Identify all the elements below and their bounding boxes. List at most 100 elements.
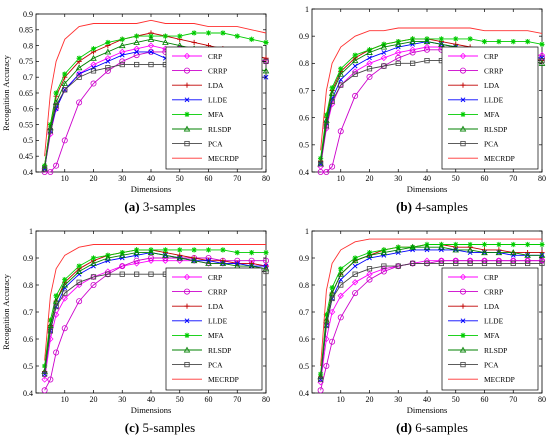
x-tick-label: 50 bbox=[452, 174, 460, 183]
legend-marker-triangle-icon bbox=[183, 125, 191, 132]
legend-label-pca: PCA bbox=[484, 139, 499, 148]
caption-letter: (b) bbox=[396, 199, 412, 214]
data-point-crrp bbox=[329, 338, 336, 345]
data-point-pca bbox=[410, 260, 416, 267]
x-tick-label: 20 bbox=[90, 395, 98, 404]
data-point-pca bbox=[119, 61, 125, 68]
data-point-pca bbox=[53, 103, 59, 109]
x-tick-label: 50 bbox=[452, 395, 460, 404]
legend-marker-x-icon bbox=[460, 318, 466, 324]
legend-label-lda: LDA bbox=[208, 302, 224, 311]
legend-label-mecrdp: MECRDP bbox=[208, 154, 239, 163]
data-point-rlsdp bbox=[394, 246, 402, 253]
data-point-llde bbox=[352, 263, 358, 269]
y-tick-label: 0.5 bbox=[299, 141, 309, 150]
data-point-rlsdp bbox=[509, 249, 517, 256]
data-point-mfa bbox=[467, 36, 473, 42]
x-tick-label: 80 bbox=[538, 174, 546, 183]
x-tick-label: 30 bbox=[118, 395, 126, 404]
data-point-mfa bbox=[205, 30, 212, 36]
data-point-rlsdp bbox=[438, 40, 445, 47]
legend-label-llde: LLDE bbox=[484, 96, 504, 105]
legend-marker-plus-icon bbox=[460, 303, 466, 309]
data-point-rlsdp bbox=[190, 257, 198, 264]
y-tick-label: 0.5 bbox=[299, 362, 309, 371]
x-tick-label: 10 bbox=[61, 395, 69, 404]
legend-label-lda: LDA bbox=[208, 81, 224, 90]
y-tick-label: 1 bbox=[305, 5, 309, 14]
series-line-rlsdp bbox=[320, 246, 542, 377]
legend-marker-star-icon bbox=[460, 332, 466, 338]
data-point-mfa bbox=[496, 241, 502, 248]
data-point-mfa bbox=[481, 39, 488, 45]
y-tick-label: 0.6 bbox=[299, 335, 309, 344]
data-point-rlsdp bbox=[366, 251, 373, 258]
y-tick-label: 0.5 bbox=[23, 136, 33, 145]
data-point-pca bbox=[148, 61, 154, 68]
data-point-crp bbox=[366, 60, 373, 67]
legend: CRP CRRP LDA LLDE MFA RLSDP PCA MECRDP bbox=[165, 46, 263, 170]
data-point-rlsdp bbox=[466, 246, 474, 253]
data-point-pca bbox=[338, 282, 344, 288]
data-point-mfa bbox=[318, 155, 324, 162]
data-point-rlsdp bbox=[328, 289, 336, 296]
y-tick-label: 0.45 bbox=[19, 152, 33, 161]
data-point-crrp bbox=[90, 281, 97, 288]
data-point-crrp bbox=[47, 376, 54, 383]
legend-marker-triangle-icon bbox=[183, 346, 191, 353]
data-point-crrp bbox=[337, 314, 344, 321]
legend-marker-x-icon bbox=[460, 97, 466, 103]
caption-letter: (d) bbox=[396, 420, 412, 435]
data-point-mfa bbox=[220, 30, 226, 36]
data-point-mfa bbox=[90, 255, 97, 261]
data-point-pca bbox=[381, 63, 387, 69]
y-tick-label: 0.8 bbox=[23, 41, 33, 50]
data-point-crrp bbox=[317, 387, 324, 394]
legend-marker-diamond-icon bbox=[459, 273, 467, 281]
data-point-llde bbox=[424, 247, 430, 253]
data-point-mfa bbox=[47, 317, 53, 323]
data-point-crrp bbox=[380, 268, 387, 275]
legend: CRP CRRP LDA LLDE MFA RLSDP PCA MECRDP bbox=[441, 267, 539, 391]
data-point-pca bbox=[366, 266, 373, 272]
caption-letter: (c) bbox=[125, 420, 139, 435]
y-tick-label: 0.85 bbox=[19, 26, 33, 35]
data-point-pca bbox=[366, 66, 373, 72]
data-point-crrp bbox=[53, 162, 60, 169]
y-tick-label: 0.9 bbox=[299, 254, 309, 263]
data-point-pca bbox=[263, 268, 269, 275]
data-point-pca bbox=[525, 260, 531, 267]
data-point-rlsdp bbox=[90, 259, 97, 266]
data-point-rlsdp bbox=[90, 54, 97, 61]
data-point-rlsdp bbox=[337, 270, 345, 277]
caption-text: 6-samples bbox=[412, 420, 468, 435]
data-point-crrp bbox=[119, 263, 126, 270]
legend-marker-plus-icon bbox=[460, 82, 466, 88]
data-point-rlsdp bbox=[61, 80, 69, 86]
data-point-crp bbox=[337, 292, 344, 299]
data-point-pca bbox=[76, 279, 82, 285]
data-point-mfa bbox=[42, 363, 48, 369]
data-point-mfa bbox=[234, 250, 240, 256]
data-point-mfa bbox=[329, 285, 335, 291]
data-point-pca bbox=[323, 123, 329, 129]
data-point-crrp bbox=[409, 49, 416, 56]
data-point-rlsdp bbox=[262, 67, 270, 74]
data-point-llde bbox=[105, 59, 111, 64]
legend-marker-diamond-icon bbox=[459, 52, 467, 60]
legend-marker-plus-icon bbox=[184, 82, 190, 88]
legend: CRP CRRP LDA LLDE MFA RLSDP PCA MECRDP bbox=[165, 267, 263, 391]
legend-label-rlsdp: RLSDP bbox=[208, 125, 231, 134]
panel-caption: (c) 5-samples bbox=[125, 420, 195, 435]
data-point-mfa bbox=[496, 39, 502, 45]
legend-marker-diamond-icon bbox=[183, 52, 191, 60]
data-point-rlsdp bbox=[380, 249, 388, 256]
legend-label-pca: PCA bbox=[208, 139, 223, 148]
data-point-mfa bbox=[191, 30, 197, 36]
x-tick-label: 60 bbox=[481, 174, 489, 183]
legend-label-mecrdp: MECRDP bbox=[484, 375, 515, 384]
data-point-mfa bbox=[105, 39, 111, 46]
data-point-llde bbox=[148, 49, 154, 55]
data-point-pca bbox=[438, 260, 444, 267]
